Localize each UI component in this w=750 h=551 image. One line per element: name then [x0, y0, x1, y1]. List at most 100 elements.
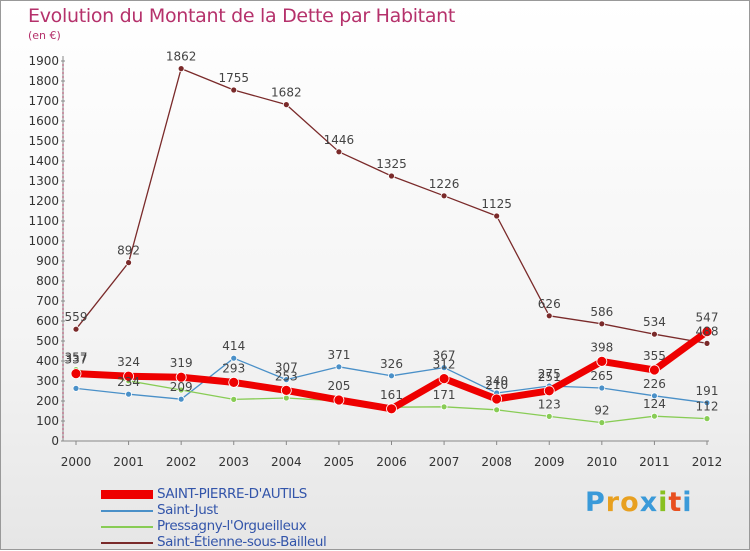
data-label: 112	[696, 400, 719, 414]
data-label: 191	[696, 384, 719, 398]
y-tick-label: 400	[36, 354, 59, 368]
legend-item-saint-pierre[interactable]: SAINT-PIERRE-D'AUTILS	[101, 486, 361, 503]
logo-letter: t	[668, 487, 683, 518]
y-tick-label: 1200	[28, 194, 59, 208]
legend-item-saint-just[interactable]: Saint-Just	[101, 502, 361, 519]
data-label: 488	[696, 324, 719, 338]
x-tick-label: 2003	[218, 455, 249, 469]
data-label: 1862	[166, 50, 197, 64]
data-point	[230, 86, 238, 94]
data-point	[440, 364, 448, 372]
data-point	[335, 148, 343, 156]
logo-letter: r	[605, 487, 621, 518]
x-tick-label: 2011	[639, 455, 670, 469]
data-point	[280, 384, 292, 396]
data-label: 209	[170, 380, 193, 394]
data-point	[543, 385, 555, 397]
x-tick-label: 2010	[587, 455, 618, 469]
data-point	[125, 390, 132, 398]
data-label: 171	[433, 388, 456, 402]
data-point	[230, 395, 238, 403]
data-point	[175, 371, 187, 383]
x-tick-label: 2002	[166, 455, 197, 469]
data-label: 371	[327, 348, 350, 362]
data-label: 123	[538, 397, 561, 411]
data-label: 337	[65, 353, 88, 367]
y-tick-label: 1300	[28, 174, 59, 188]
logo-letter: i	[658, 487, 669, 518]
data-label: 367	[433, 349, 456, 363]
y-tick-label: 900	[36, 254, 59, 268]
data-label: 586	[590, 305, 613, 319]
y-tick-label: 1000	[28, 234, 59, 248]
legend-label-saint-etienne: Saint-Étienne-sous-Bailleul	[157, 534, 327, 550]
x-tick-label: 2009	[534, 455, 565, 469]
y-tick-label: 1500	[28, 134, 59, 148]
x-tick-label: 2012	[692, 455, 723, 469]
data-label: 547	[696, 311, 719, 325]
data-point	[491, 393, 503, 405]
x-tick-label: 2001	[113, 455, 144, 469]
y-tick-label: 100	[36, 414, 59, 428]
y-tick-label: 600	[36, 314, 59, 328]
data-label: 1446	[324, 133, 355, 147]
data-label: 307	[275, 361, 298, 375]
chart-title: Evolution du Montant de la Dette par Hab…	[28, 5, 456, 27]
data-point	[177, 386, 185, 394]
x-tick-label: 2005	[324, 455, 355, 469]
logo-letter: P	[585, 487, 606, 518]
data-point	[598, 419, 606, 427]
y-tick-label: 500	[36, 334, 59, 348]
data-label: 319	[170, 356, 193, 370]
legend-label-saint-pierre: SAINT-PIERRE-D'AUTILS	[157, 486, 307, 502]
data-point	[701, 326, 713, 338]
data-label: 226	[643, 377, 666, 391]
data-point	[282, 394, 290, 402]
data-label: 355	[643, 349, 666, 363]
logo-letter: x	[639, 487, 659, 518]
data-point	[651, 392, 658, 400]
data-point	[230, 354, 238, 362]
legend-item-saint-etienne[interactable]: Saint-Étienne-sous-Bailleul	[101, 534, 361, 551]
data-point	[125, 259, 132, 267]
y-tick-label: 700	[36, 294, 59, 308]
data-point	[598, 320, 606, 328]
data-point	[228, 376, 240, 388]
x-tick-label: 2004	[271, 455, 302, 469]
data-point	[703, 399, 711, 407]
y-tick-label: 1700	[28, 94, 59, 108]
chart-unit: (en €)	[28, 29, 61, 42]
data-point	[123, 370, 134, 382]
data-point	[649, 364, 660, 376]
data-point	[596, 355, 608, 367]
data-label: 326	[380, 357, 403, 371]
data-point	[388, 172, 395, 180]
data-point	[651, 330, 658, 338]
data-point	[72, 384, 80, 392]
data-label: 559	[65, 310, 88, 324]
data-point	[70, 368, 82, 380]
logo-letter: i	[682, 487, 693, 518]
data-point	[333, 394, 345, 406]
data-label: 265	[590, 369, 613, 383]
series-line-0	[75, 67, 708, 345]
data-point	[335, 363, 343, 371]
data-label: 1226	[429, 177, 460, 191]
data-label: 161	[380, 388, 403, 402]
legend-item-pressagny[interactable]: Pressagny-l'Orgueilleux	[101, 518, 361, 535]
legend-swatch-saint-just	[101, 510, 153, 512]
y-tick-label: 1100	[28, 214, 59, 228]
x-tick-label: 2008	[481, 455, 512, 469]
y-tick-label: 200	[36, 394, 59, 408]
data-label: 205	[327, 379, 350, 393]
data-point	[386, 403, 397, 415]
data-point	[282, 376, 290, 384]
y-tick-label: 1800	[28, 74, 59, 88]
data-label: 312	[433, 358, 456, 372]
data-label: 534	[643, 315, 666, 329]
data-label: 1125	[481, 197, 512, 211]
data-point	[177, 395, 185, 403]
legend-label-saint-just: Saint-Just	[157, 502, 218, 518]
data-point	[545, 312, 553, 320]
